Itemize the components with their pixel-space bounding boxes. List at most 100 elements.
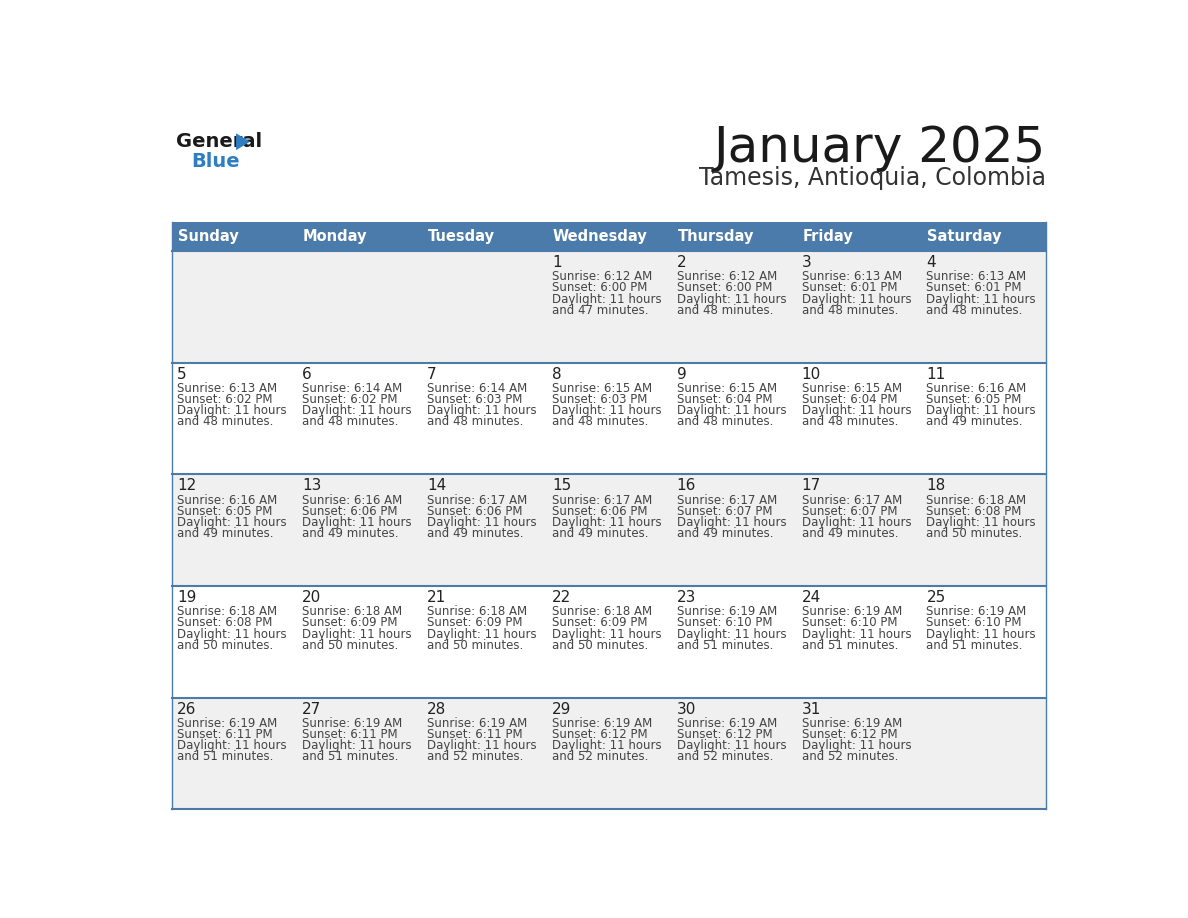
Polygon shape <box>236 133 249 151</box>
Text: and 49 minutes.: and 49 minutes. <box>677 527 773 540</box>
Text: Daylight: 11 hours: Daylight: 11 hours <box>677 739 786 752</box>
Text: 15: 15 <box>552 478 571 493</box>
Text: Daylight: 11 hours: Daylight: 11 hours <box>552 293 662 306</box>
Text: 30: 30 <box>677 701 696 717</box>
Text: Sunset: 6:00 PM: Sunset: 6:00 PM <box>552 282 647 295</box>
Text: Sunrise: 6:18 AM: Sunrise: 6:18 AM <box>426 605 527 618</box>
Text: Sunset: 6:06 PM: Sunset: 6:06 PM <box>302 505 398 518</box>
Text: Sunrise: 6:16 AM: Sunrise: 6:16 AM <box>302 494 403 507</box>
Text: Sunrise: 6:14 AM: Sunrise: 6:14 AM <box>426 382 527 395</box>
Text: Sunrise: 6:13 AM: Sunrise: 6:13 AM <box>927 270 1026 284</box>
Text: Sunrise: 6:19 AM: Sunrise: 6:19 AM <box>302 717 403 730</box>
Text: Daylight: 11 hours: Daylight: 11 hours <box>802 516 911 529</box>
Text: Sunrise: 6:12 AM: Sunrise: 6:12 AM <box>677 270 777 284</box>
Text: and 51 minutes.: and 51 minutes. <box>802 639 898 652</box>
Bar <box>796 222 921 251</box>
Text: and 52 minutes.: and 52 minutes. <box>802 750 898 764</box>
Text: Sunrise: 6:15 AM: Sunrise: 6:15 AM <box>677 382 777 395</box>
Text: Sunset: 6:12 PM: Sunset: 6:12 PM <box>552 728 647 741</box>
Text: Sunrise: 6:17 AM: Sunrise: 6:17 AM <box>677 494 777 507</box>
Text: and 48 minutes.: and 48 minutes. <box>802 304 898 317</box>
Text: Sunset: 6:01 PM: Sunset: 6:01 PM <box>802 282 897 295</box>
Text: 27: 27 <box>302 701 321 717</box>
Text: 24: 24 <box>802 590 821 605</box>
Text: 9: 9 <box>677 366 687 382</box>
Text: Sunrise: 6:15 AM: Sunrise: 6:15 AM <box>802 382 902 395</box>
Text: 23: 23 <box>677 590 696 605</box>
Text: 8: 8 <box>552 366 562 382</box>
Text: Sunset: 6:02 PM: Sunset: 6:02 PM <box>177 393 273 406</box>
Text: Sunset: 6:02 PM: Sunset: 6:02 PM <box>302 393 398 406</box>
Text: and 50 minutes.: and 50 minutes. <box>927 527 1023 540</box>
Text: 2: 2 <box>677 255 687 270</box>
Text: Sunset: 6:01 PM: Sunset: 6:01 PM <box>927 282 1022 295</box>
Text: Daylight: 11 hours: Daylight: 11 hours <box>177 628 286 641</box>
Text: Sunset: 6:03 PM: Sunset: 6:03 PM <box>426 393 523 406</box>
Text: Sunset: 6:06 PM: Sunset: 6:06 PM <box>426 505 523 518</box>
Text: Sunrise: 6:17 AM: Sunrise: 6:17 AM <box>426 494 527 507</box>
Text: Daylight: 11 hours: Daylight: 11 hours <box>426 404 537 418</box>
Text: and 49 minutes.: and 49 minutes. <box>552 527 649 540</box>
Text: Daylight: 11 hours: Daylight: 11 hours <box>802 404 911 418</box>
Text: Sunset: 6:03 PM: Sunset: 6:03 PM <box>552 393 647 406</box>
Text: and 48 minutes.: and 48 minutes. <box>177 416 273 429</box>
Bar <box>172 251 1045 363</box>
Text: and 52 minutes.: and 52 minutes. <box>677 750 773 764</box>
Text: Sunrise: 6:13 AM: Sunrise: 6:13 AM <box>802 270 902 284</box>
Text: 11: 11 <box>927 366 946 382</box>
Text: 5: 5 <box>177 366 187 382</box>
Text: Daylight: 11 hours: Daylight: 11 hours <box>426 739 537 752</box>
Text: Daylight: 11 hours: Daylight: 11 hours <box>302 516 412 529</box>
Bar <box>671 222 796 251</box>
Text: Daylight: 11 hours: Daylight: 11 hours <box>927 516 1036 529</box>
Bar <box>172 586 1045 698</box>
Text: 1: 1 <box>552 255 562 270</box>
Text: Daylight: 11 hours: Daylight: 11 hours <box>677 293 786 306</box>
Text: 22: 22 <box>552 590 571 605</box>
Text: Sunset: 6:10 PM: Sunset: 6:10 PM <box>802 616 897 630</box>
Text: Daylight: 11 hours: Daylight: 11 hours <box>677 516 786 529</box>
Text: and 48 minutes.: and 48 minutes. <box>552 416 649 429</box>
Text: Sunrise: 6:19 AM: Sunrise: 6:19 AM <box>802 717 902 730</box>
Text: 6: 6 <box>302 366 311 382</box>
Text: Sunrise: 6:19 AM: Sunrise: 6:19 AM <box>552 717 652 730</box>
Text: 28: 28 <box>426 701 447 717</box>
Text: Daylight: 11 hours: Daylight: 11 hours <box>677 404 786 418</box>
Text: Thursday: Thursday <box>677 229 754 244</box>
Text: and 50 minutes.: and 50 minutes. <box>426 639 523 652</box>
Text: and 51 minutes.: and 51 minutes. <box>302 750 398 764</box>
Text: Daylight: 11 hours: Daylight: 11 hours <box>302 739 412 752</box>
Text: and 50 minutes.: and 50 minutes. <box>302 639 398 652</box>
Text: Blue: Blue <box>191 151 240 171</box>
Bar <box>546 222 671 251</box>
Text: Sunset: 6:12 PM: Sunset: 6:12 PM <box>802 728 897 741</box>
Text: Sunrise: 6:15 AM: Sunrise: 6:15 AM <box>552 382 652 395</box>
Text: and 52 minutes.: and 52 minutes. <box>426 750 524 764</box>
Text: Daylight: 11 hours: Daylight: 11 hours <box>552 516 662 529</box>
Text: Daylight: 11 hours: Daylight: 11 hours <box>177 404 286 418</box>
Text: and 49 minutes.: and 49 minutes. <box>426 527 524 540</box>
Text: Sunrise: 6:18 AM: Sunrise: 6:18 AM <box>302 605 403 618</box>
Text: Sunset: 6:08 PM: Sunset: 6:08 PM <box>177 616 272 630</box>
Text: Wednesday: Wednesday <box>552 229 647 244</box>
Text: and 51 minutes.: and 51 minutes. <box>177 750 273 764</box>
Text: Sunset: 6:04 PM: Sunset: 6:04 PM <box>677 393 772 406</box>
Text: Saturday: Saturday <box>928 229 1001 244</box>
Bar <box>172 222 297 251</box>
Text: and 48 minutes.: and 48 minutes. <box>927 304 1023 317</box>
Text: Sunset: 6:04 PM: Sunset: 6:04 PM <box>802 393 897 406</box>
Text: Sunrise: 6:18 AM: Sunrise: 6:18 AM <box>552 605 652 618</box>
Text: Daylight: 11 hours: Daylight: 11 hours <box>802 739 911 752</box>
Text: 21: 21 <box>426 590 447 605</box>
Text: Daylight: 11 hours: Daylight: 11 hours <box>302 628 412 641</box>
Text: Sunset: 6:09 PM: Sunset: 6:09 PM <box>302 616 398 630</box>
Text: and 49 minutes.: and 49 minutes. <box>302 527 398 540</box>
Text: and 48 minutes.: and 48 minutes. <box>677 416 773 429</box>
Text: Sunset: 6:10 PM: Sunset: 6:10 PM <box>927 616 1022 630</box>
Text: Sunrise: 6:18 AM: Sunrise: 6:18 AM <box>177 605 277 618</box>
Bar <box>921 222 1045 251</box>
Text: Sunset: 6:11 PM: Sunset: 6:11 PM <box>302 728 398 741</box>
Text: 12: 12 <box>177 478 196 493</box>
Text: 13: 13 <box>302 478 322 493</box>
Text: Sunset: 6:05 PM: Sunset: 6:05 PM <box>177 505 272 518</box>
